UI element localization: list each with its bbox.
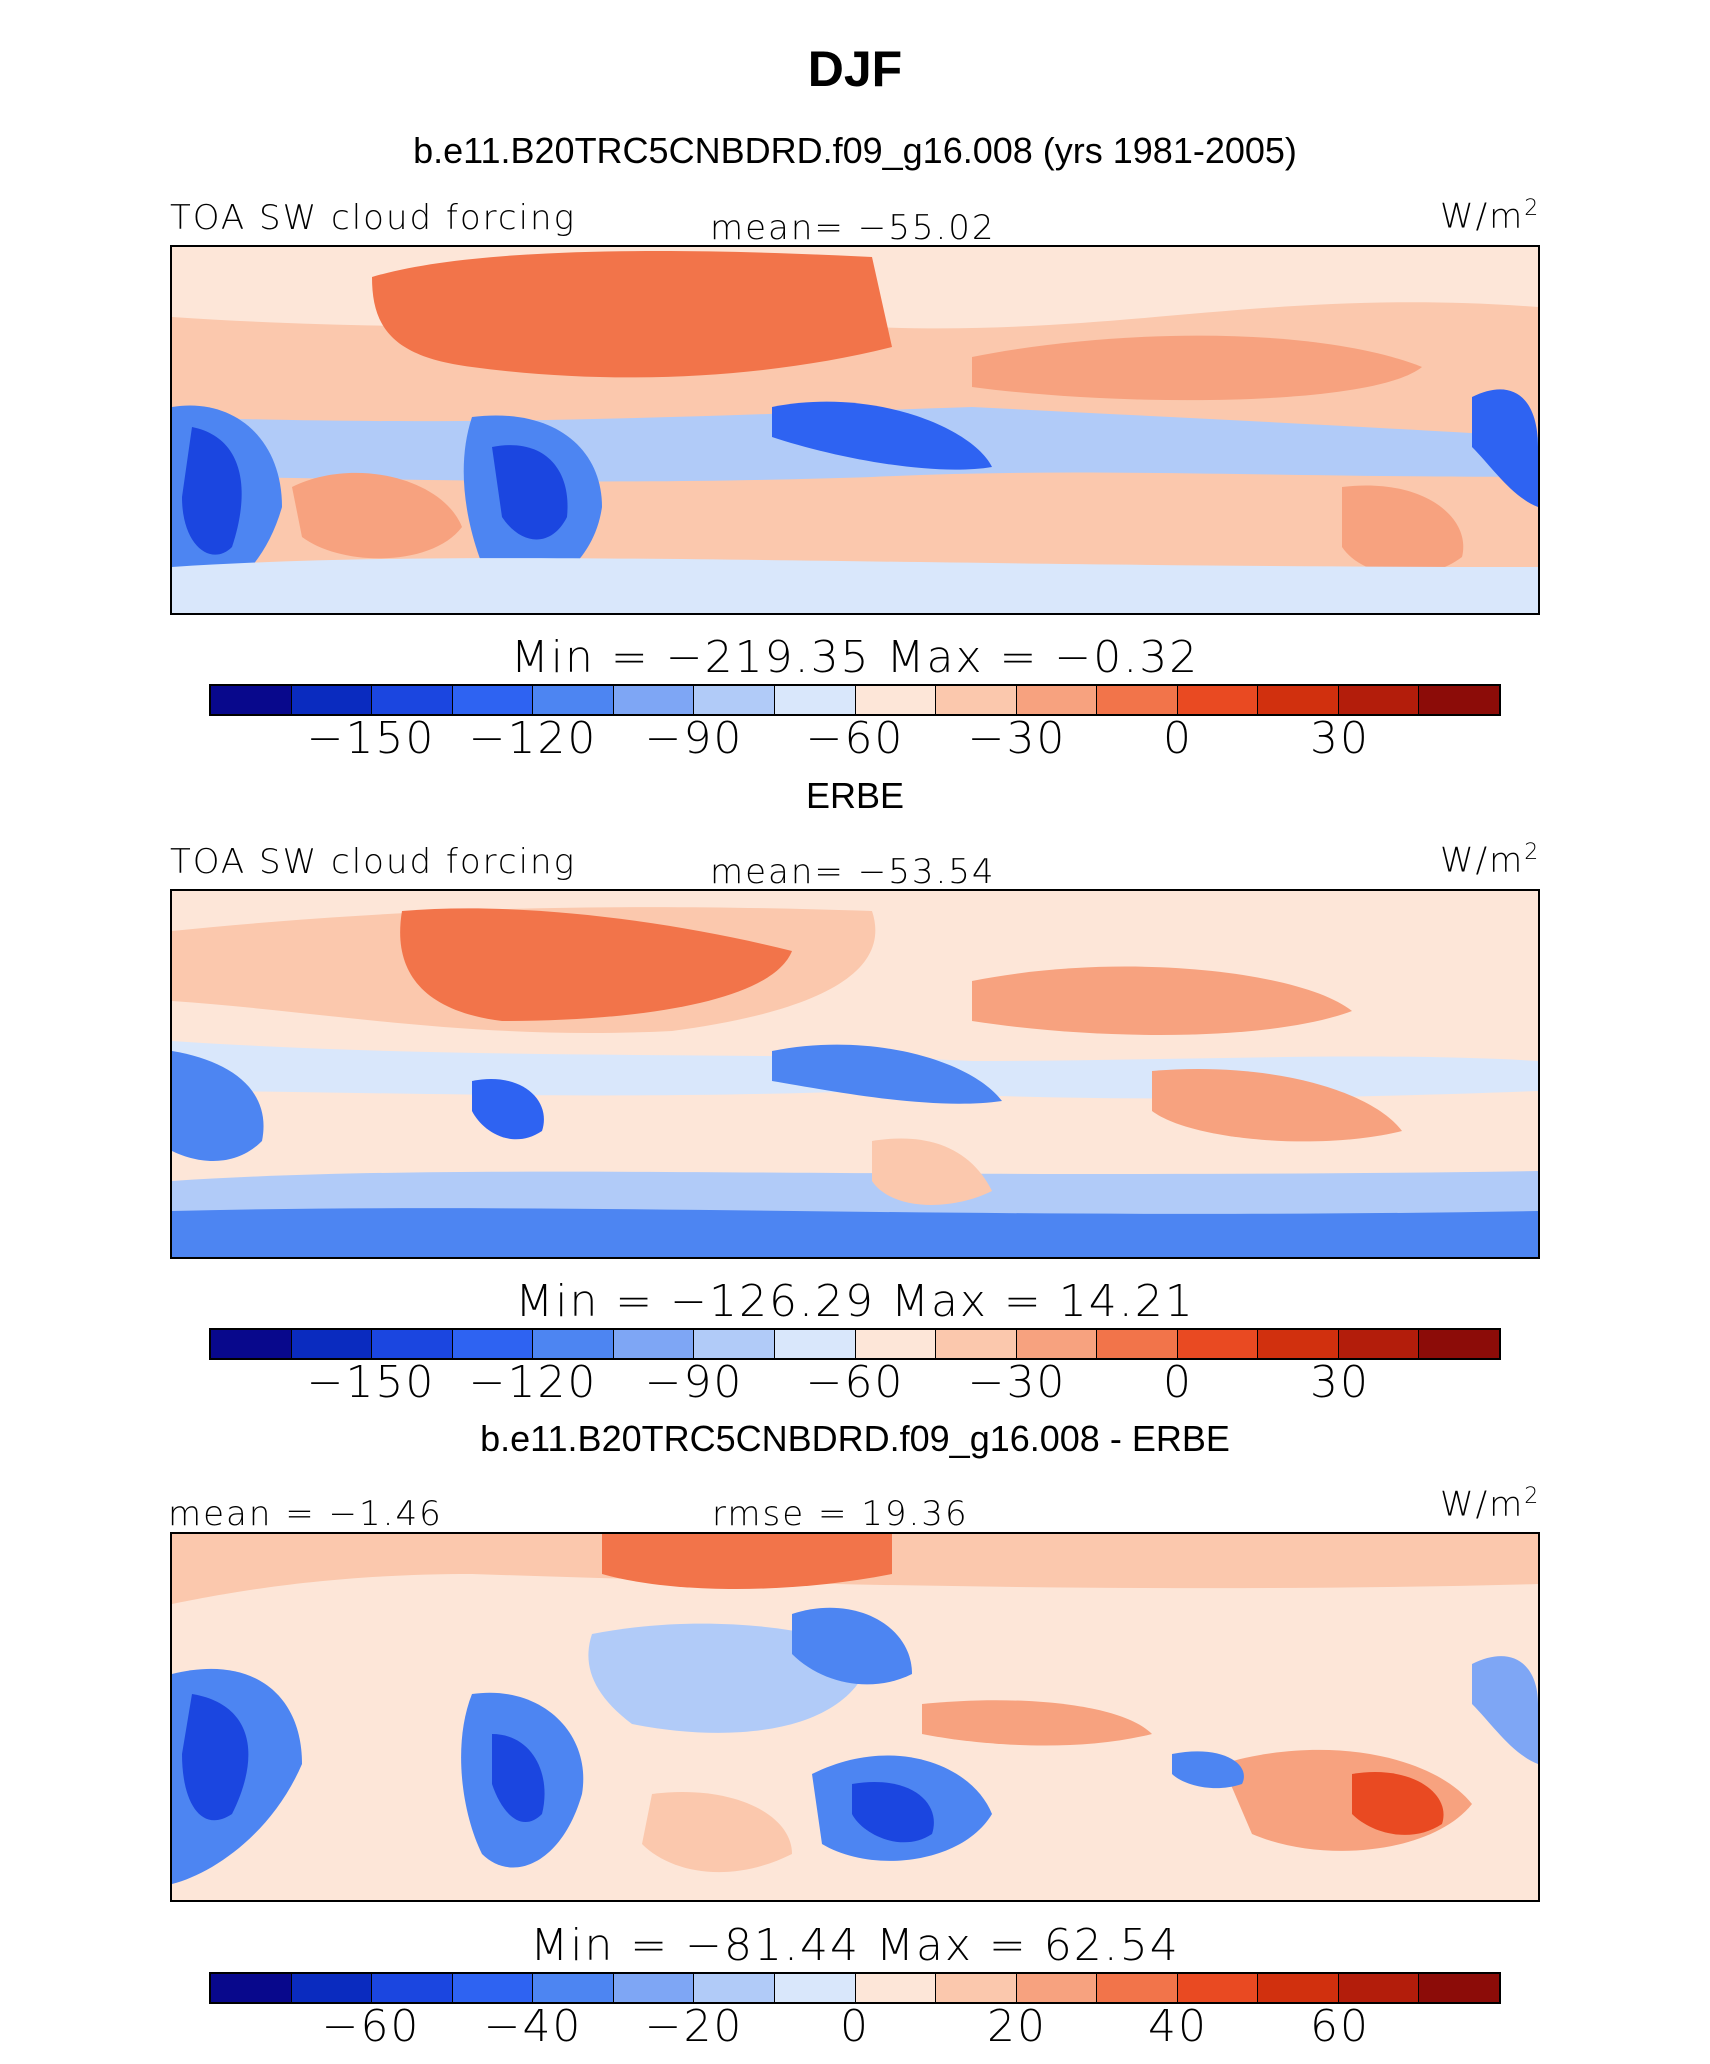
colorbar-box bbox=[613, 686, 695, 714]
panel-2-tick: −120 bbox=[468, 1357, 598, 1408]
colorbar-box bbox=[533, 1974, 614, 2002]
colorbar-box bbox=[855, 686, 937, 714]
colorbar-box bbox=[1258, 1330, 1339, 1358]
panel-2-tick: −150 bbox=[306, 1357, 436, 1408]
colorbar-box bbox=[1177, 686, 1259, 714]
panel-3-mean-label: mean = −1.46 bbox=[168, 1494, 443, 1534]
panel-3-tick: 0 bbox=[840, 2001, 870, 2052]
panel-2-heading: ERBE bbox=[805, 775, 905, 816]
panel-1-heading: b.e11.B20TRC5CNBDRD.f09_g16.008 (yrs 198… bbox=[413, 130, 1297, 171]
panel-3-tick: −20 bbox=[644, 2001, 744, 2052]
panel-2-minmax: Min = −126.29 Max = 14.21 bbox=[515, 1276, 1195, 1327]
colorbar-box bbox=[1338, 1330, 1420, 1358]
colorbar-box bbox=[372, 1330, 453, 1358]
panel-3-rmse-label: rmse = 19.36 bbox=[712, 1494, 969, 1534]
colorbar-box bbox=[936, 686, 1017, 714]
colorbar-box bbox=[452, 686, 534, 714]
colorbar-box bbox=[291, 1974, 373, 2002]
panel-1-variable-label: TOA SW cloud forcing bbox=[170, 198, 576, 238]
panel-2-colorbar bbox=[209, 1328, 1501, 1360]
panel-2-units: W/m2 bbox=[1440, 840, 1541, 881]
colorbar-box bbox=[1258, 686, 1339, 714]
panel-1-tick: 0 bbox=[1163, 713, 1193, 764]
panel-1-map bbox=[170, 245, 1540, 615]
colorbar-box bbox=[452, 1974, 534, 2002]
colorbar-box bbox=[936, 1974, 1017, 2002]
panel-3-minmax: Min = −81.44 Max = 62.54 bbox=[530, 1920, 1180, 1971]
colorbar-box bbox=[533, 686, 614, 714]
colorbar-box bbox=[1177, 1974, 1259, 2002]
colorbar-box bbox=[291, 686, 373, 714]
panel-2-map bbox=[170, 889, 1540, 1259]
panel-2-tick: −60 bbox=[805, 1357, 905, 1408]
panel-1-tick: −90 bbox=[644, 713, 744, 764]
colorbar-box bbox=[372, 686, 453, 714]
panel-1-tick: −60 bbox=[805, 713, 905, 764]
figure-title: DJF bbox=[807, 41, 903, 97]
colorbar-box bbox=[1097, 1974, 1178, 2002]
colorbar-box bbox=[1016, 1974, 1098, 2002]
panel-1-mean-label: mean= −55.02 bbox=[710, 208, 996, 248]
panel-1-colorbar bbox=[209, 684, 1501, 716]
panel-3-tick: −40 bbox=[483, 2001, 583, 2052]
panel-3-heading: b.e11.B20TRC5CNBDRD.f09_g16.008 - ERBE bbox=[480, 1418, 1230, 1459]
panel-1-tick: −150 bbox=[306, 713, 436, 764]
panel-1-tick: 30 bbox=[1310, 713, 1370, 764]
colorbar-box bbox=[533, 1330, 614, 1358]
colorbar-box bbox=[694, 1330, 775, 1358]
panel-3-tick: 40 bbox=[1148, 2001, 1208, 2052]
panel-3-map bbox=[170, 1532, 1540, 1902]
panel-3-tick: 60 bbox=[1310, 2001, 1370, 2052]
colorbar-box bbox=[855, 1974, 937, 2002]
panel-1-units: W/m2 bbox=[1440, 196, 1541, 237]
colorbar-box bbox=[1338, 1974, 1420, 2002]
colorbar-box bbox=[774, 686, 856, 714]
colorbar-box bbox=[1338, 686, 1420, 714]
panel-3-tick: −60 bbox=[321, 2001, 421, 2052]
colorbar-box bbox=[1097, 686, 1178, 714]
panel-1-tick: −30 bbox=[967, 713, 1067, 764]
colorbar-box bbox=[936, 1330, 1017, 1358]
panel-2-tick: −30 bbox=[967, 1357, 1067, 1408]
colorbar-box bbox=[694, 1974, 775, 2002]
colorbar-box bbox=[774, 1974, 856, 2002]
colorbar-box bbox=[211, 1330, 292, 1358]
panel-3-colorbar bbox=[209, 1972, 1501, 2004]
colorbar-box bbox=[855, 1330, 937, 1358]
colorbar-box bbox=[291, 1330, 373, 1358]
colorbar-box bbox=[1177, 1330, 1259, 1358]
colorbar-box bbox=[613, 1330, 695, 1358]
colorbar-box bbox=[1419, 1330, 1499, 1358]
colorbar-box bbox=[1419, 686, 1499, 714]
panel-2-mean-label: mean= −53.54 bbox=[710, 852, 996, 892]
panel-1-tick: −120 bbox=[468, 713, 598, 764]
colorbar-box bbox=[1419, 1974, 1499, 2002]
panel-3-tick: 20 bbox=[987, 2001, 1047, 2052]
panel-1-minmax: Min = −219.35 Max = −0.32 bbox=[510, 632, 1200, 683]
panel-2-tick: 0 bbox=[1163, 1357, 1193, 1408]
colorbar-box bbox=[1016, 1330, 1098, 1358]
colorbar-box bbox=[1097, 1330, 1178, 1358]
panel-3-units: W/m2 bbox=[1440, 1484, 1541, 1525]
colorbar-box bbox=[372, 1974, 453, 2002]
colorbar-box bbox=[774, 1330, 856, 1358]
colorbar-box bbox=[1016, 686, 1098, 714]
colorbar-box bbox=[613, 1974, 695, 2002]
panel-2-variable-label: TOA SW cloud forcing bbox=[170, 842, 576, 882]
colorbar-box bbox=[211, 686, 292, 714]
colorbar-box bbox=[694, 686, 775, 714]
colorbar-box bbox=[452, 1330, 534, 1358]
colorbar-box bbox=[211, 1974, 292, 2002]
panel-2-tick: −90 bbox=[644, 1357, 744, 1408]
panel-2-tick: 30 bbox=[1310, 1357, 1370, 1408]
colorbar-box bbox=[1258, 1974, 1339, 2002]
